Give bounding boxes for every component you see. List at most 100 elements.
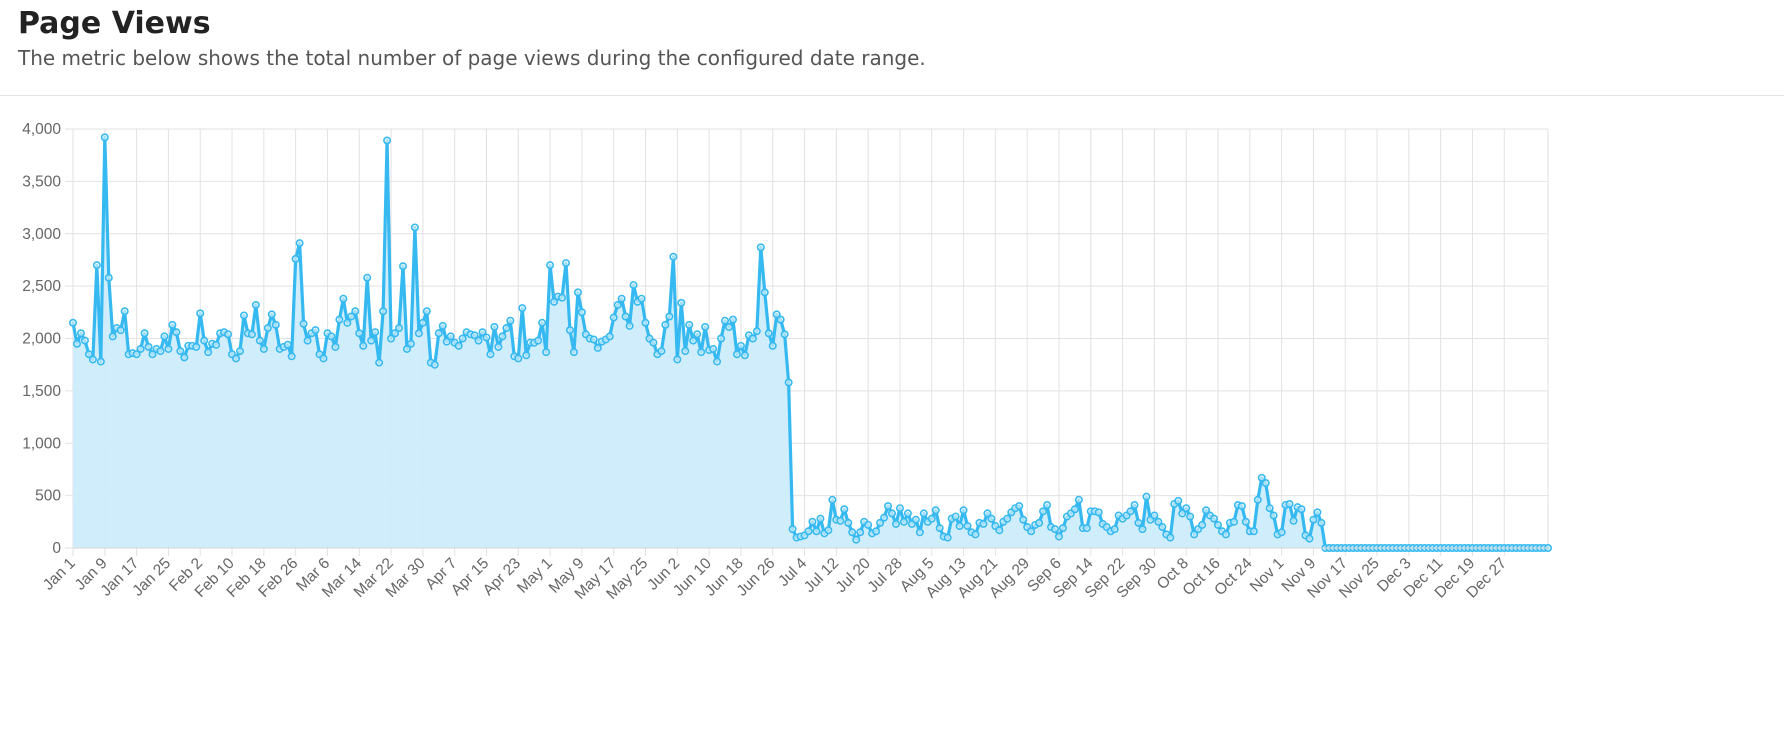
data-point xyxy=(100,133,109,142)
data-point xyxy=(828,495,837,504)
data-point xyxy=(391,329,400,338)
data-point xyxy=(498,332,507,341)
data-point xyxy=(569,348,578,357)
data-point xyxy=(919,509,928,518)
data-point xyxy=(494,342,503,351)
data-point xyxy=(140,329,149,338)
data-point xyxy=(1261,479,1270,488)
data-point xyxy=(291,254,300,263)
data-point xyxy=(438,321,447,330)
data-point xyxy=(955,521,964,530)
data-point xyxy=(717,334,726,343)
data-point xyxy=(514,354,523,363)
data-point xyxy=(836,516,845,525)
data-point xyxy=(546,261,555,270)
data-point xyxy=(1019,515,1028,524)
data-point xyxy=(1221,530,1230,539)
data-point xyxy=(72,339,81,348)
data-point xyxy=(573,288,582,297)
data-point xyxy=(621,312,630,321)
data-point xyxy=(263,324,272,333)
data-point xyxy=(748,334,757,343)
data-point xyxy=(963,521,972,530)
data-point xyxy=(1130,501,1139,510)
data-point xyxy=(69,318,78,327)
data-point xyxy=(1070,505,1079,514)
data-point xyxy=(414,329,423,338)
chart-area-layer xyxy=(71,135,1550,550)
data-point xyxy=(788,525,797,534)
data-point xyxy=(1317,518,1326,527)
data-point xyxy=(232,354,241,363)
data-point xyxy=(880,513,889,522)
data-point xyxy=(1039,507,1048,516)
data-point xyxy=(979,519,988,528)
data-point xyxy=(402,344,411,353)
data-point xyxy=(1265,504,1274,513)
data-point xyxy=(764,329,773,338)
data-point xyxy=(649,338,658,347)
data-point xyxy=(168,320,177,329)
data-point xyxy=(383,136,392,145)
data-point xyxy=(927,514,936,523)
y-tick-label: 3,500 xyxy=(22,173,61,190)
data-point xyxy=(1058,524,1067,533)
data-point xyxy=(490,322,499,331)
data-point xyxy=(721,316,730,325)
data-point xyxy=(192,342,201,351)
x-tick-label: Nov 1 xyxy=(1247,555,1288,596)
data-point xyxy=(132,350,141,359)
data-point xyxy=(542,348,551,357)
data-point xyxy=(1202,506,1211,515)
data-point xyxy=(410,223,419,232)
data-point xyxy=(76,329,85,338)
data-point xyxy=(864,520,873,529)
data-point xyxy=(983,509,992,518)
data-point xyxy=(164,344,173,353)
data-point xyxy=(852,535,861,544)
data-point xyxy=(235,347,244,356)
data-point xyxy=(1094,508,1103,517)
data-point xyxy=(943,533,952,542)
data-point xyxy=(1082,524,1091,533)
data-point xyxy=(713,357,722,366)
data-point xyxy=(1110,525,1119,534)
data-point xyxy=(1158,523,1167,532)
data-point xyxy=(538,318,547,327)
data-point xyxy=(804,527,813,536)
data-point xyxy=(931,506,940,515)
data-point xyxy=(697,348,706,357)
data-point xyxy=(259,344,268,353)
data-point xyxy=(518,304,527,313)
data-point xyxy=(486,350,495,359)
data-point xyxy=(701,322,710,331)
y-tick-label: 4,000 xyxy=(22,121,61,138)
data-point xyxy=(1249,527,1258,536)
data-point xyxy=(108,332,117,341)
data-point xyxy=(1054,532,1063,541)
data-point xyxy=(1297,505,1306,514)
data-point xyxy=(1174,496,1183,505)
data-point xyxy=(434,329,443,338)
x-tick-label: Jan 1 xyxy=(40,555,79,594)
data-point xyxy=(1166,533,1175,542)
data-point xyxy=(379,307,388,316)
data-point xyxy=(911,515,920,524)
data-point xyxy=(180,353,189,362)
data-point xyxy=(884,502,893,511)
data-point xyxy=(80,336,89,345)
y-tick-label: 1,000 xyxy=(22,435,61,452)
page-views-chart: 0 500 1,000 1,500 2,000 2,500 3,000 3,500 4,000 J… xyxy=(22,121,1553,603)
data-point xyxy=(677,298,686,307)
data-point xyxy=(1178,509,1187,518)
data-point xyxy=(474,336,483,345)
data-point xyxy=(577,308,586,317)
data-point xyxy=(116,326,125,335)
data-point xyxy=(398,262,407,271)
data-point xyxy=(148,350,157,359)
data-point xyxy=(287,352,296,361)
page-subtitle: The metric below shows the total number … xyxy=(18,46,926,70)
data-point xyxy=(446,332,455,341)
data-point xyxy=(355,329,364,338)
data-point xyxy=(506,316,515,325)
